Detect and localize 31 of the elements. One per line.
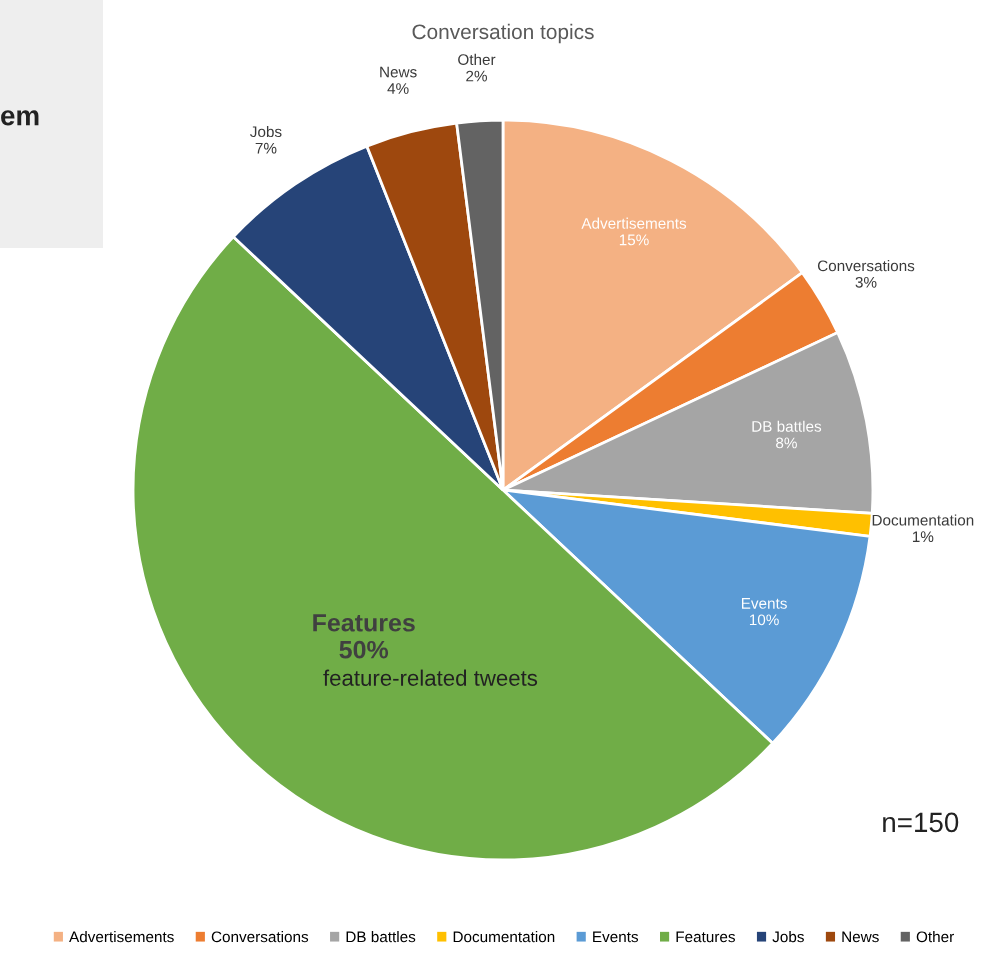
data-label: 10% [749,614,779,626]
slice-label: Documentation [872,514,974,526]
legend-label: Conversations [211,931,309,943]
chart-title: Conversation topics [412,23,594,44]
data-label: 3% [855,276,877,288]
slice-label: Features [313,614,415,632]
legend-label: Other [916,931,954,943]
data-label: 1% [912,531,934,543]
legend-label: DB battles [346,931,416,943]
text: n=150 [883,812,959,833]
slice-label: Advertisements [581,217,687,229]
text: feature-related tweets [323,669,538,686]
slice-label: News [380,66,417,78]
data-label: 15% [619,234,649,246]
slice-label: Other [458,53,496,66]
slice-label: Events [741,598,787,609]
legend-label: News [842,931,879,943]
slice-label: Conversations [817,260,915,272]
slice-label: DB battles [752,420,822,432]
data-label: 8% [776,437,797,449]
legend-label: Features [676,931,735,943]
legend-label: Advertisements [69,931,174,943]
data-label: 2% [466,70,488,82]
data-label: 4% [387,83,409,94]
legend-label: Documentation [453,931,555,943]
data-label: 7% [255,142,277,154]
text: em [1,110,39,126]
legend-label: Events [593,931,639,943]
data-label: 50% [339,640,389,659]
slice-label: Jobs [250,125,282,138]
legend-label: Jobs [772,931,804,943]
